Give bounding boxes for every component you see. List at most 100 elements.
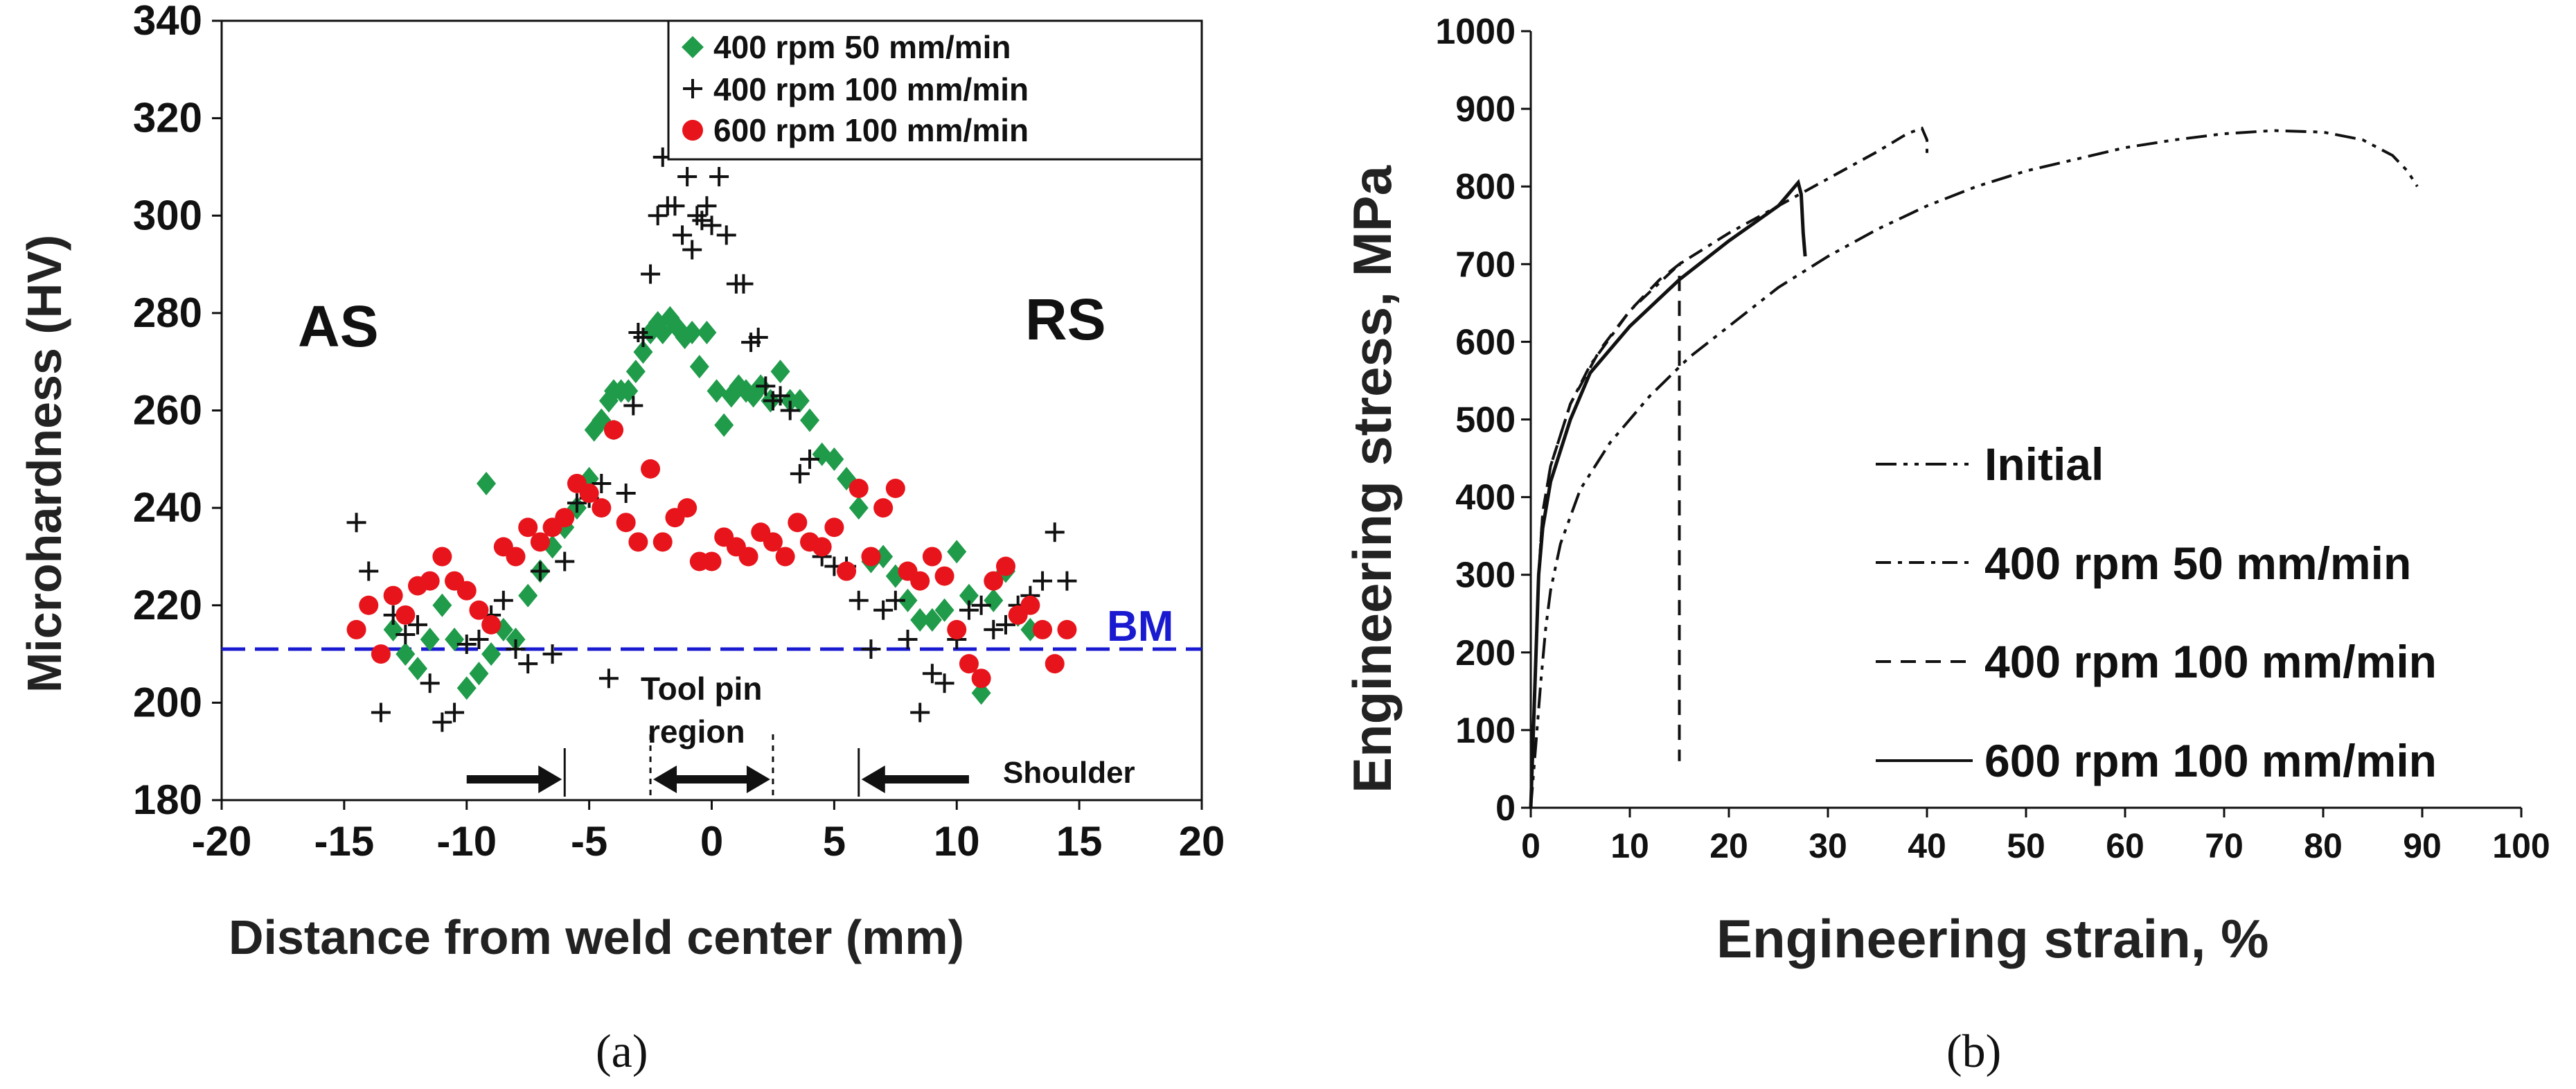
point-400rpm-100 bbox=[692, 211, 712, 231]
point-400rpm-100 bbox=[910, 702, 930, 723]
point-400rpm-50 bbox=[633, 340, 653, 364]
b-y-tick-label: 800 bbox=[1455, 167, 1516, 207]
b-y-tick-label: 400 bbox=[1455, 478, 1516, 518]
a-y-tick-label: 260 bbox=[133, 387, 202, 434]
b-x-tick-label: 90 bbox=[2403, 826, 2442, 865]
b-x-tick-label: 10 bbox=[1610, 826, 1649, 865]
point-400rpm-100 bbox=[687, 206, 707, 226]
legend-box bbox=[667, 19, 1203, 161]
point-400rpm-100 bbox=[1045, 522, 1065, 542]
point-400rpm-100 bbox=[665, 196, 685, 216]
b-x-tick-label: 60 bbox=[2106, 826, 2144, 865]
a-x-tick-label: -15 bbox=[314, 818, 375, 865]
point-400rpm-100 bbox=[346, 513, 366, 533]
point-400rpm-100 bbox=[420, 673, 440, 693]
point-400rpm-50 bbox=[959, 583, 979, 608]
point-400rpm-100 bbox=[1057, 571, 1077, 591]
point-600rpm-100 bbox=[518, 517, 538, 538]
point-400rpm-100 bbox=[555, 551, 575, 572]
point-400rpm-100 bbox=[623, 396, 643, 416]
tool-pin-label-line2: region bbox=[648, 714, 745, 750]
point-400rpm-100 bbox=[682, 240, 702, 260]
point-400rpm-100 bbox=[971, 595, 991, 615]
point-600rpm-100 bbox=[432, 547, 452, 567]
point-600rpm-100 bbox=[996, 556, 1015, 576]
point-400rpm-100 bbox=[616, 484, 636, 504]
point-400rpm-50 bbox=[408, 657, 427, 681]
panel-a-x-axis-title: Distance from weld center (mm) bbox=[229, 910, 964, 964]
point-400rpm-100 bbox=[885, 590, 905, 610]
point-400rpm-50 bbox=[456, 676, 477, 700]
point-400rpm-100 bbox=[748, 328, 768, 348]
b-y-tick-label: 900 bbox=[1455, 89, 1516, 130]
point-600rpm-100 bbox=[456, 581, 477, 601]
point-400rpm-100 bbox=[697, 196, 717, 216]
shoulder-label: Shoulder bbox=[1003, 756, 1135, 790]
point-400rpm-100 bbox=[542, 644, 562, 664]
point-400rpm-100 bbox=[592, 473, 612, 493]
point-400rpm-100 bbox=[641, 264, 661, 284]
b-y-tick-label: 500 bbox=[1455, 400, 1516, 441]
point-600rpm-100 bbox=[861, 547, 881, 567]
point-400rpm-50 bbox=[770, 360, 790, 384]
point-400rpm-50 bbox=[922, 608, 942, 632]
legend-label-400-50-b: 400 rpm 50 mm/min bbox=[1984, 538, 2411, 589]
point-400rpm-50 bbox=[910, 608, 930, 632]
point-400rpm-100 bbox=[530, 561, 550, 581]
b-x-tick-label: 100 bbox=[2492, 826, 2550, 865]
point-400rpm-100 bbox=[598, 669, 619, 689]
point-400rpm-100 bbox=[677, 167, 698, 186]
retreating-side-label: RS bbox=[1025, 287, 1106, 352]
point-400rpm-100 bbox=[780, 400, 800, 420]
point-600rpm-100 bbox=[396, 605, 416, 625]
point-600rpm-100 bbox=[910, 571, 930, 591]
point-400rpm-100 bbox=[1033, 571, 1053, 591]
point-400rpm-100 bbox=[673, 225, 693, 245]
point-600rpm-100 bbox=[1020, 595, 1040, 615]
point-400rpm-50 bbox=[682, 321, 702, 344]
point-600rpm-100 bbox=[763, 532, 783, 552]
a-x-tick-label: -20 bbox=[192, 818, 252, 865]
a-y-tick-label: 240 bbox=[133, 484, 202, 531]
a-x-tick-label: -10 bbox=[436, 818, 497, 865]
base-metal-label: BM bbox=[1107, 603, 1173, 650]
point-400rpm-100 bbox=[408, 614, 427, 635]
point-600rpm-100 bbox=[849, 479, 869, 498]
point-400rpm-100 bbox=[648, 206, 668, 226]
a-x-tick-label: 5 bbox=[823, 818, 846, 865]
point-400rpm-100 bbox=[959, 600, 979, 620]
point-400rpm-50 bbox=[707, 379, 727, 403]
point-400rpm-50 bbox=[947, 540, 967, 564]
point-600rpm-100 bbox=[885, 479, 905, 498]
a-y-tick-label: 180 bbox=[133, 777, 202, 823]
point-400rpm-50 bbox=[506, 627, 526, 651]
a-x-tick-label: 20 bbox=[1179, 818, 1225, 865]
b-y-tick-label: 100 bbox=[1455, 711, 1516, 751]
point-400rpm-100 bbox=[518, 654, 538, 674]
b-y-tick-label: 600 bbox=[1455, 322, 1516, 362]
panel-b-legend: Initial 400 rpm 50 mm/min 400 rpm 100 mm… bbox=[1876, 439, 2437, 786]
point-600rpm-100 bbox=[579, 484, 599, 504]
point-400rpm-100 bbox=[849, 590, 869, 610]
point-400rpm-100 bbox=[873, 600, 894, 620]
b-y-tick-label: 700 bbox=[1455, 245, 1516, 285]
point-600rpm-100 bbox=[641, 459, 661, 479]
b-x-tick-label: 80 bbox=[2304, 826, 2343, 865]
point-400rpm-100 bbox=[493, 590, 513, 610]
point-400rpm-50 bbox=[714, 413, 734, 437]
point-400rpm-50 bbox=[800, 408, 819, 432]
point-600rpm-100 bbox=[873, 498, 894, 518]
point-400rpm-50 bbox=[934, 598, 954, 622]
point-400rpm-50 bbox=[625, 360, 646, 384]
point-600rpm-100 bbox=[420, 571, 440, 591]
point-400rpm-100 bbox=[709, 167, 729, 186]
point-600rpm-100 bbox=[922, 547, 942, 567]
point-600rpm-100 bbox=[1057, 619, 1077, 639]
point-600rpm-100 bbox=[738, 547, 758, 567]
point-400rpm-100 bbox=[790, 463, 810, 484]
point-400rpm-50 bbox=[518, 583, 538, 608]
a-y-tick-label: 200 bbox=[133, 679, 202, 725]
point-400rpm-100 bbox=[371, 702, 391, 723]
b-x-tick-label: 40 bbox=[1908, 826, 1946, 865]
